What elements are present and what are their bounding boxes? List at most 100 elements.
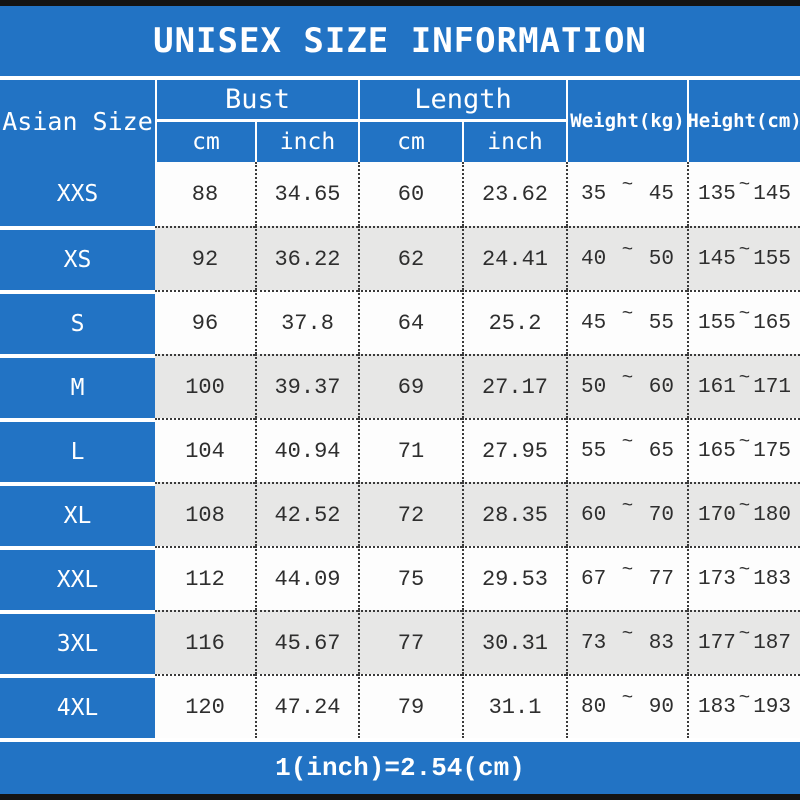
table-body: XXS 88 34.65 60 23.62 35 ~ 45 135 ~ 145 … <box>0 162 800 738</box>
height-max: 145 <box>753 182 791 206</box>
bust-inch-value: 42.52 <box>255 482 358 546</box>
height-range: 165 ~ 175 <box>687 418 800 482</box>
weight-range: 40 ~ 50 <box>566 226 687 290</box>
height-max: 187 <box>753 631 791 655</box>
table-row: 4XL 120 47.24 79 31.1 80 ~ 90 183 ~ 193 <box>0 674 800 738</box>
weight-min: 35 <box>581 182 607 206</box>
header-bust-inch: inch <box>255 122 358 162</box>
size-label: L <box>0 418 155 482</box>
weight-max: 60 <box>648 375 674 399</box>
length-cm-value: 64 <box>358 290 462 354</box>
height-max: 175 <box>753 439 791 463</box>
weight-max: 50 <box>648 247 674 271</box>
length-cm-value: 62 <box>358 226 462 290</box>
length-cm-value: 71 <box>358 418 462 482</box>
conversion-note: 1(inch)=2.54(cm) <box>275 753 525 783</box>
weight-min: 73 <box>581 631 607 655</box>
tilde-icon: ~ <box>621 303 634 325</box>
table-row: XXS 88 34.65 60 23.62 35 ~ 45 135 ~ 145 <box>0 162 800 226</box>
weight-min: 50 <box>581 375 607 399</box>
bust-cm-value: 92 <box>155 226 255 290</box>
bust-cm-value: 112 <box>155 546 255 610</box>
height-min: 161 <box>698 375 736 399</box>
height-min: 183 <box>698 695 736 719</box>
length-cm-value: 75 <box>358 546 462 610</box>
tilde-icon: ~ <box>738 239 751 261</box>
height-min: 173 <box>698 567 736 591</box>
bust-cm-value: 116 <box>155 610 255 674</box>
weight-range: 80 ~ 90 <box>566 674 687 738</box>
weight-min: 55 <box>581 439 607 463</box>
size-label: XS <box>0 226 155 290</box>
divider <box>0 76 800 80</box>
size-label: S <box>0 290 155 354</box>
tilde-icon: ~ <box>621 559 634 581</box>
header-weight: Weight(kg) <box>566 80 687 162</box>
length-inch-value: 23.62 <box>462 162 566 226</box>
bust-inch-value: 36.22 <box>255 226 358 290</box>
bust-cm-value: 100 <box>155 354 255 418</box>
length-inch-value: 27.95 <box>462 418 566 482</box>
weight-min: 80 <box>581 695 607 719</box>
tilde-icon: ~ <box>621 623 634 645</box>
size-label: XXS <box>0 162 155 226</box>
length-inch-value: 30.31 <box>462 610 566 674</box>
height-range: 170 ~ 180 <box>687 482 800 546</box>
weight-max: 83 <box>648 631 674 655</box>
bottom-border <box>0 794 800 800</box>
height-range: 145 ~ 155 <box>687 226 800 290</box>
weight-max: 77 <box>648 567 674 591</box>
size-label: 4XL <box>0 674 155 738</box>
weight-range: 45 ~ 55 <box>566 290 687 354</box>
height-range: 177 ~ 187 <box>687 610 800 674</box>
header-height: Height(cm) <box>687 80 800 162</box>
weight-range: 67 ~ 77 <box>566 546 687 610</box>
length-cm-value: 72 <box>358 482 462 546</box>
tilde-icon: ~ <box>738 559 751 581</box>
height-min: 155 <box>698 311 736 335</box>
weight-max: 90 <box>648 695 674 719</box>
bust-inch-value: 40.94 <box>255 418 358 482</box>
tilde-icon: ~ <box>738 623 751 645</box>
height-range: 155 ~ 165 <box>687 290 800 354</box>
tilde-icon: ~ <box>621 174 634 196</box>
weight-range: 35 ~ 45 <box>566 162 687 226</box>
tilde-icon: ~ <box>621 239 634 261</box>
bust-inch-value: 47.24 <box>255 674 358 738</box>
length-inch-value: 29.53 <box>462 546 566 610</box>
weight-min: 40 <box>581 247 607 271</box>
length-inch-value: 31.1 <box>462 674 566 738</box>
length-inch-value: 25.2 <box>462 290 566 354</box>
bust-inch-value: 45.67 <box>255 610 358 674</box>
height-max: 171 <box>753 375 791 399</box>
bust-inch-value: 39.37 <box>255 354 358 418</box>
tilde-icon: ~ <box>621 367 634 389</box>
bust-cm-value: 96 <box>155 290 255 354</box>
footer-bar: 1(inch)=2.54(cm) <box>0 742 800 794</box>
length-cm-value: 69 <box>358 354 462 418</box>
weight-min: 45 <box>581 311 607 335</box>
tilde-icon: ~ <box>621 431 634 453</box>
header-length: Length <box>358 80 566 122</box>
table-row: L 104 40.94 71 27.95 55 ~ 65 165 ~ 175 <box>0 418 800 482</box>
table-row: XL 108 42.52 72 28.35 60 ~ 70 170 ~ 180 <box>0 482 800 546</box>
top-border <box>0 0 800 6</box>
size-label: M <box>0 354 155 418</box>
height-max: 183 <box>753 567 791 591</box>
height-max: 193 <box>753 695 791 719</box>
weight-max: 70 <box>648 503 674 527</box>
bust-cm-value: 88 <box>191 181 219 207</box>
table-row: XXL 112 44.09 75 29.53 67 ~ 77 173 ~ 183 <box>0 546 800 610</box>
bust-inch-value: 34.65 <box>255 162 358 226</box>
tilde-icon: ~ <box>738 303 751 325</box>
size-label: XXL <box>0 546 155 610</box>
length-cm-value: 79 <box>358 674 462 738</box>
tilde-icon: ~ <box>738 495 751 517</box>
height-range: 135 ~ 145 <box>687 162 800 226</box>
bust-inch-value: 44.09 <box>255 546 358 610</box>
tilde-icon: ~ <box>738 367 751 389</box>
weight-range: 50 ~ 60 <box>566 354 687 418</box>
tilde-icon: ~ <box>621 687 634 709</box>
bust-cm-value: 104 <box>155 418 255 482</box>
